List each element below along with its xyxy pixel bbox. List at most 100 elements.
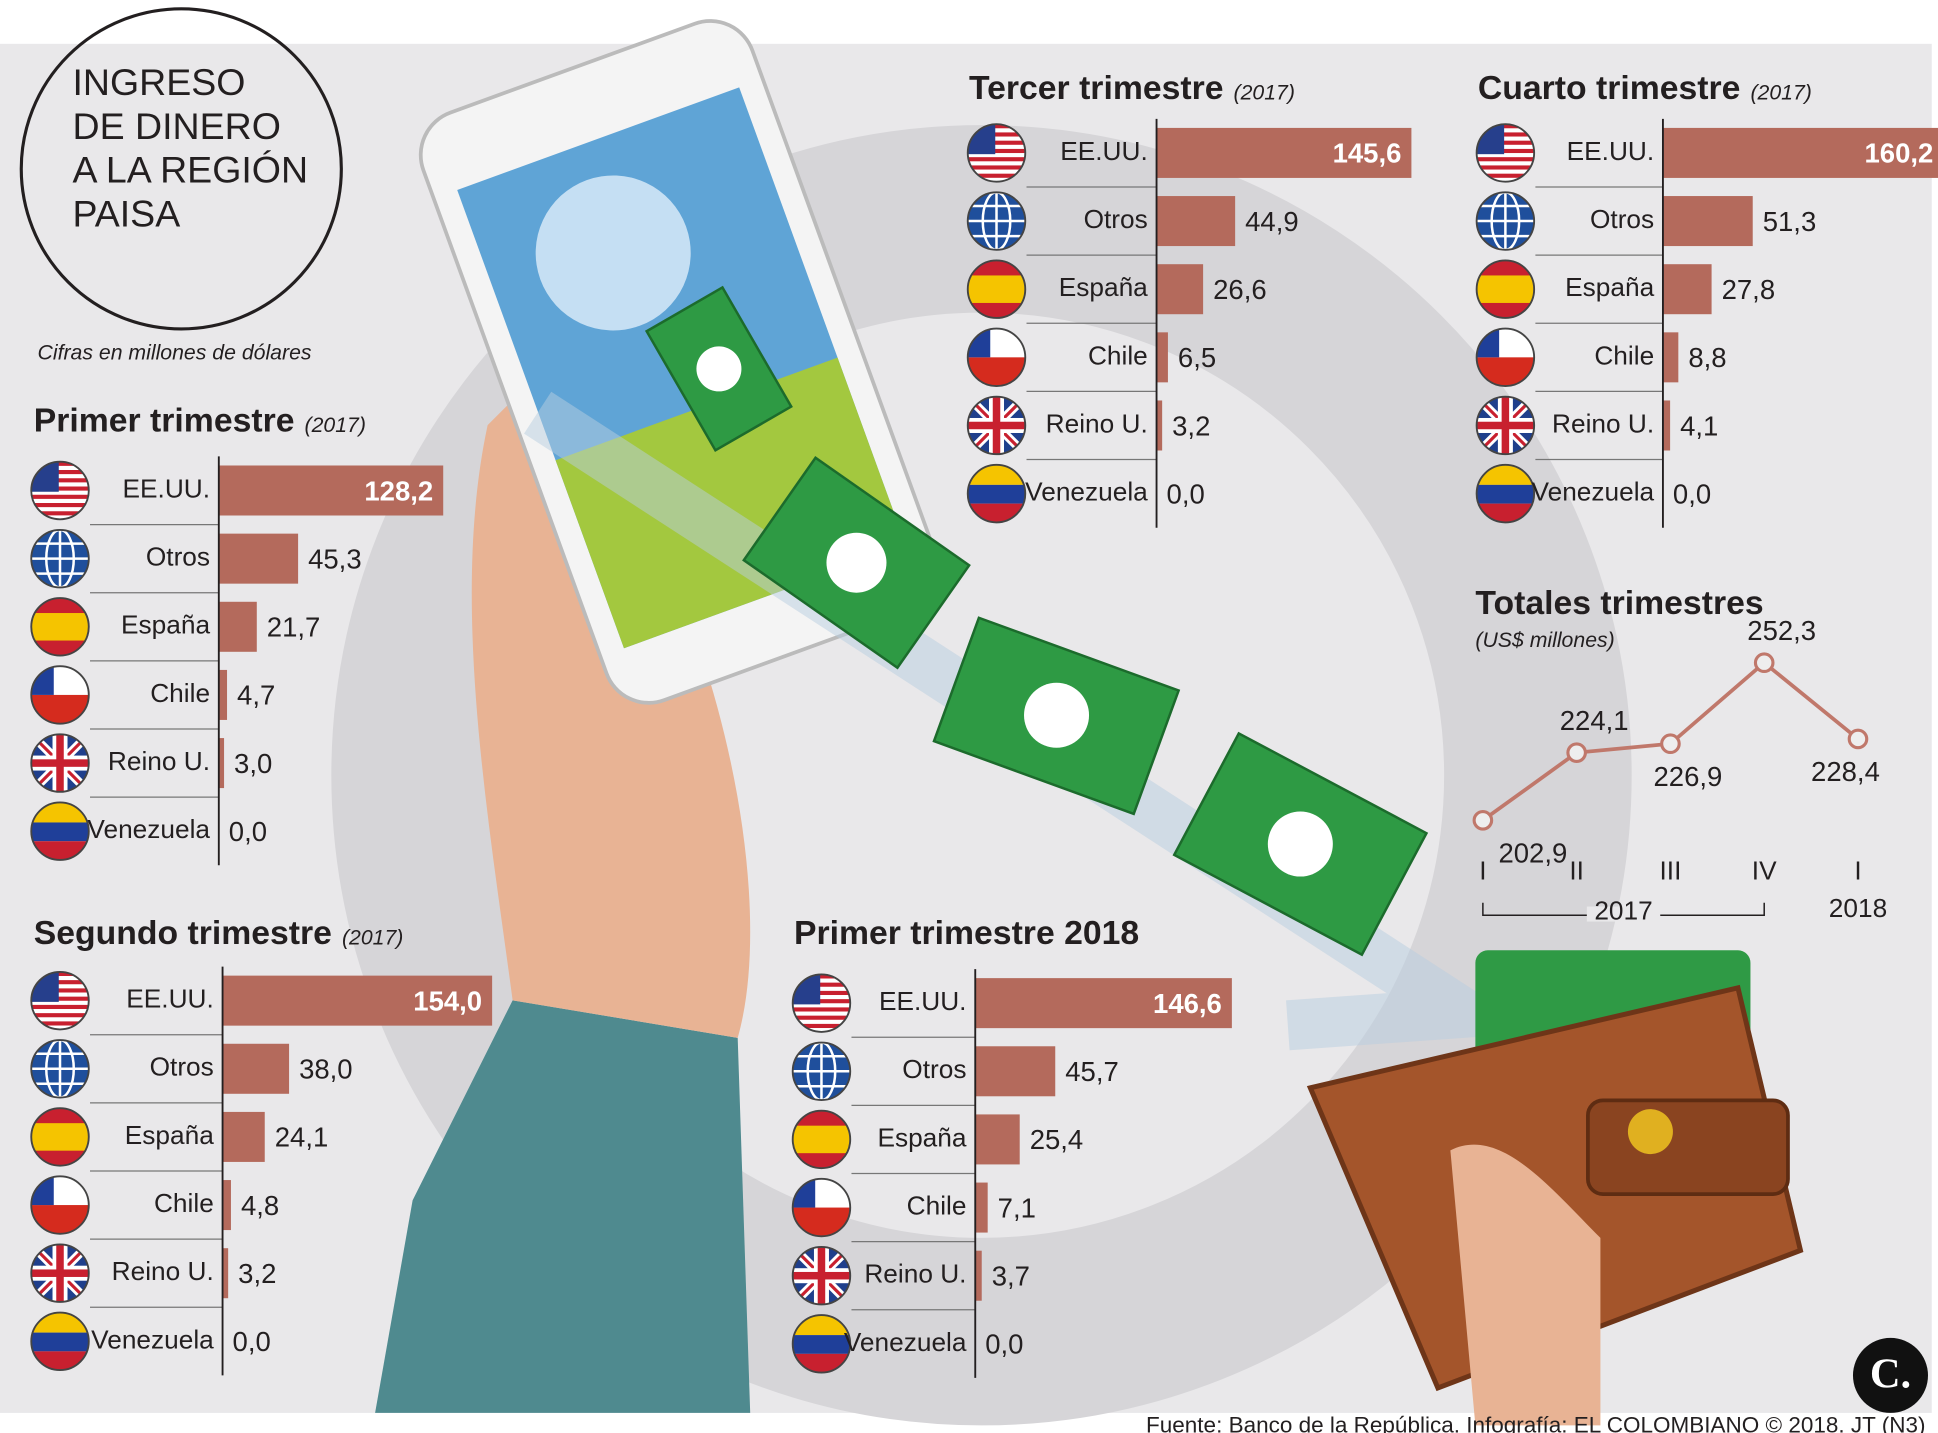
flag-part: [1501, 396, 1510, 455]
flag-border: [1475, 259, 1536, 319]
category-label: Otros: [902, 1054, 966, 1084]
title-line: INGRESO: [73, 61, 246, 103]
chart-subtitle: (US$ millones): [1475, 628, 1614, 652]
bar: [1662, 264, 1712, 315]
bar: [1156, 332, 1168, 383]
flag-part: [1476, 157, 1535, 162]
flag-part: [792, 1125, 851, 1154]
flag-part: [967, 157, 1026, 162]
flag: [967, 396, 1026, 455]
flag-part: [31, 1312, 89, 1333]
flag-part: [792, 982, 851, 987]
logo-circle: [1852, 1337, 1928, 1413]
bar: [218, 533, 299, 584]
category-label: Otros: [1590, 204, 1654, 234]
flag-border: [1475, 395, 1536, 456]
bar: [1662, 400, 1671, 451]
flag-border: [30, 1039, 90, 1099]
flag-border: [30, 1175, 90, 1235]
value-label: 45,3: [308, 543, 362, 574]
value-label: 0,0: [1167, 478, 1205, 509]
chart-period: (2017): [305, 413, 366, 437]
flag-part: [31, 613, 89, 641]
bar: [218, 465, 444, 516]
value-label: 4,1: [1680, 410, 1718, 441]
value-label: 0,0: [229, 816, 267, 847]
flag-part: [792, 1023, 851, 1029]
category-label: España: [125, 1120, 214, 1150]
category-label: España: [1565, 272, 1654, 302]
flag: [31, 461, 89, 520]
chart-title: Tercer trimestre: [969, 69, 1224, 107]
value-label: 26,6: [1213, 274, 1267, 305]
chart-period: (2017): [1234, 80, 1295, 104]
category-label: Chile: [150, 678, 210, 708]
category-label: Reino U.: [1552, 408, 1654, 438]
source: Fuente: Banco de la República. Infografí…: [1146, 1413, 1925, 1433]
flag: [1476, 396, 1535, 455]
flag-part: [967, 132, 1026, 137]
flag: [31, 734, 89, 792]
flag-part: [31, 971, 89, 977]
flag-part: [31, 802, 89, 823]
bar: [1156, 127, 1412, 178]
flag-border: [30, 597, 90, 657]
bar: [1156, 196, 1236, 247]
value-label: 226,9: [1654, 761, 1723, 792]
flag-part: [31, 461, 89, 466]
category-label: Venezuela: [844, 1327, 967, 1357]
bar: [1662, 196, 1753, 247]
flag: [31, 529, 89, 588]
bar: [222, 1111, 265, 1162]
flag-part: [31, 1332, 89, 1352]
value-label: 146,6: [1153, 988, 1222, 1019]
flag-part: [981, 192, 1012, 250]
category-label: Reino U.: [1046, 408, 1148, 438]
flag-part: [967, 484, 1026, 504]
category-label: Chile: [154, 1188, 214, 1218]
flag-part: [31, 996, 89, 1001]
value-label: 154,0: [413, 985, 482, 1016]
year-label: 2017: [1594, 896, 1652, 926]
chart-title: Segundo trimestre: [34, 914, 332, 952]
flag: [31, 598, 89, 656]
flag-part: [31, 486, 89, 491]
value-label: 145,6: [1333, 138, 1402, 169]
flag-border: [791, 1314, 852, 1374]
flag-part: [31, 988, 89, 993]
flag: [792, 974, 851, 1032]
flag-part: [967, 140, 1026, 145]
flag-part: [1490, 192, 1521, 250]
flag: [1476, 192, 1535, 250]
flag-part: [817, 1246, 826, 1305]
year-label-bg: [1586, 906, 1661, 922]
chart-title: Primer trimestre: [34, 402, 295, 440]
flag-border: [1475, 191, 1536, 251]
flag-border: [966, 259, 1027, 319]
title-line: A LA REGIÓN: [73, 149, 309, 191]
category-label: Chile: [1088, 340, 1148, 370]
flag-part: [31, 1013, 89, 1018]
flag-part: [45, 529, 76, 588]
x-tick-label: I: [1479, 856, 1486, 886]
flag-part: [1476, 132, 1535, 137]
category-label: EE.UU.: [1060, 136, 1148, 166]
flag-part: [31, 478, 89, 483]
value-label: 44,9: [1245, 206, 1299, 237]
year-label: 2018: [1829, 893, 1887, 923]
value-label: 3,7: [992, 1260, 1030, 1291]
flag-part: [967, 173, 1026, 178]
category-label: Chile: [907, 1191, 967, 1221]
flag-border: [30, 1311, 90, 1372]
value-label: 4,8: [241, 1190, 279, 1221]
flag-part: [792, 990, 851, 996]
bar: [222, 1248, 229, 1299]
chart-period: (2017): [342, 926, 403, 950]
flag-border: [1475, 327, 1536, 388]
title-circle: [19, 7, 343, 331]
value-label: 128,2: [364, 475, 433, 506]
value-label: 0,0: [233, 1326, 271, 1357]
value-label: 160,2: [1865, 138, 1934, 169]
flag-part: [792, 974, 851, 979]
